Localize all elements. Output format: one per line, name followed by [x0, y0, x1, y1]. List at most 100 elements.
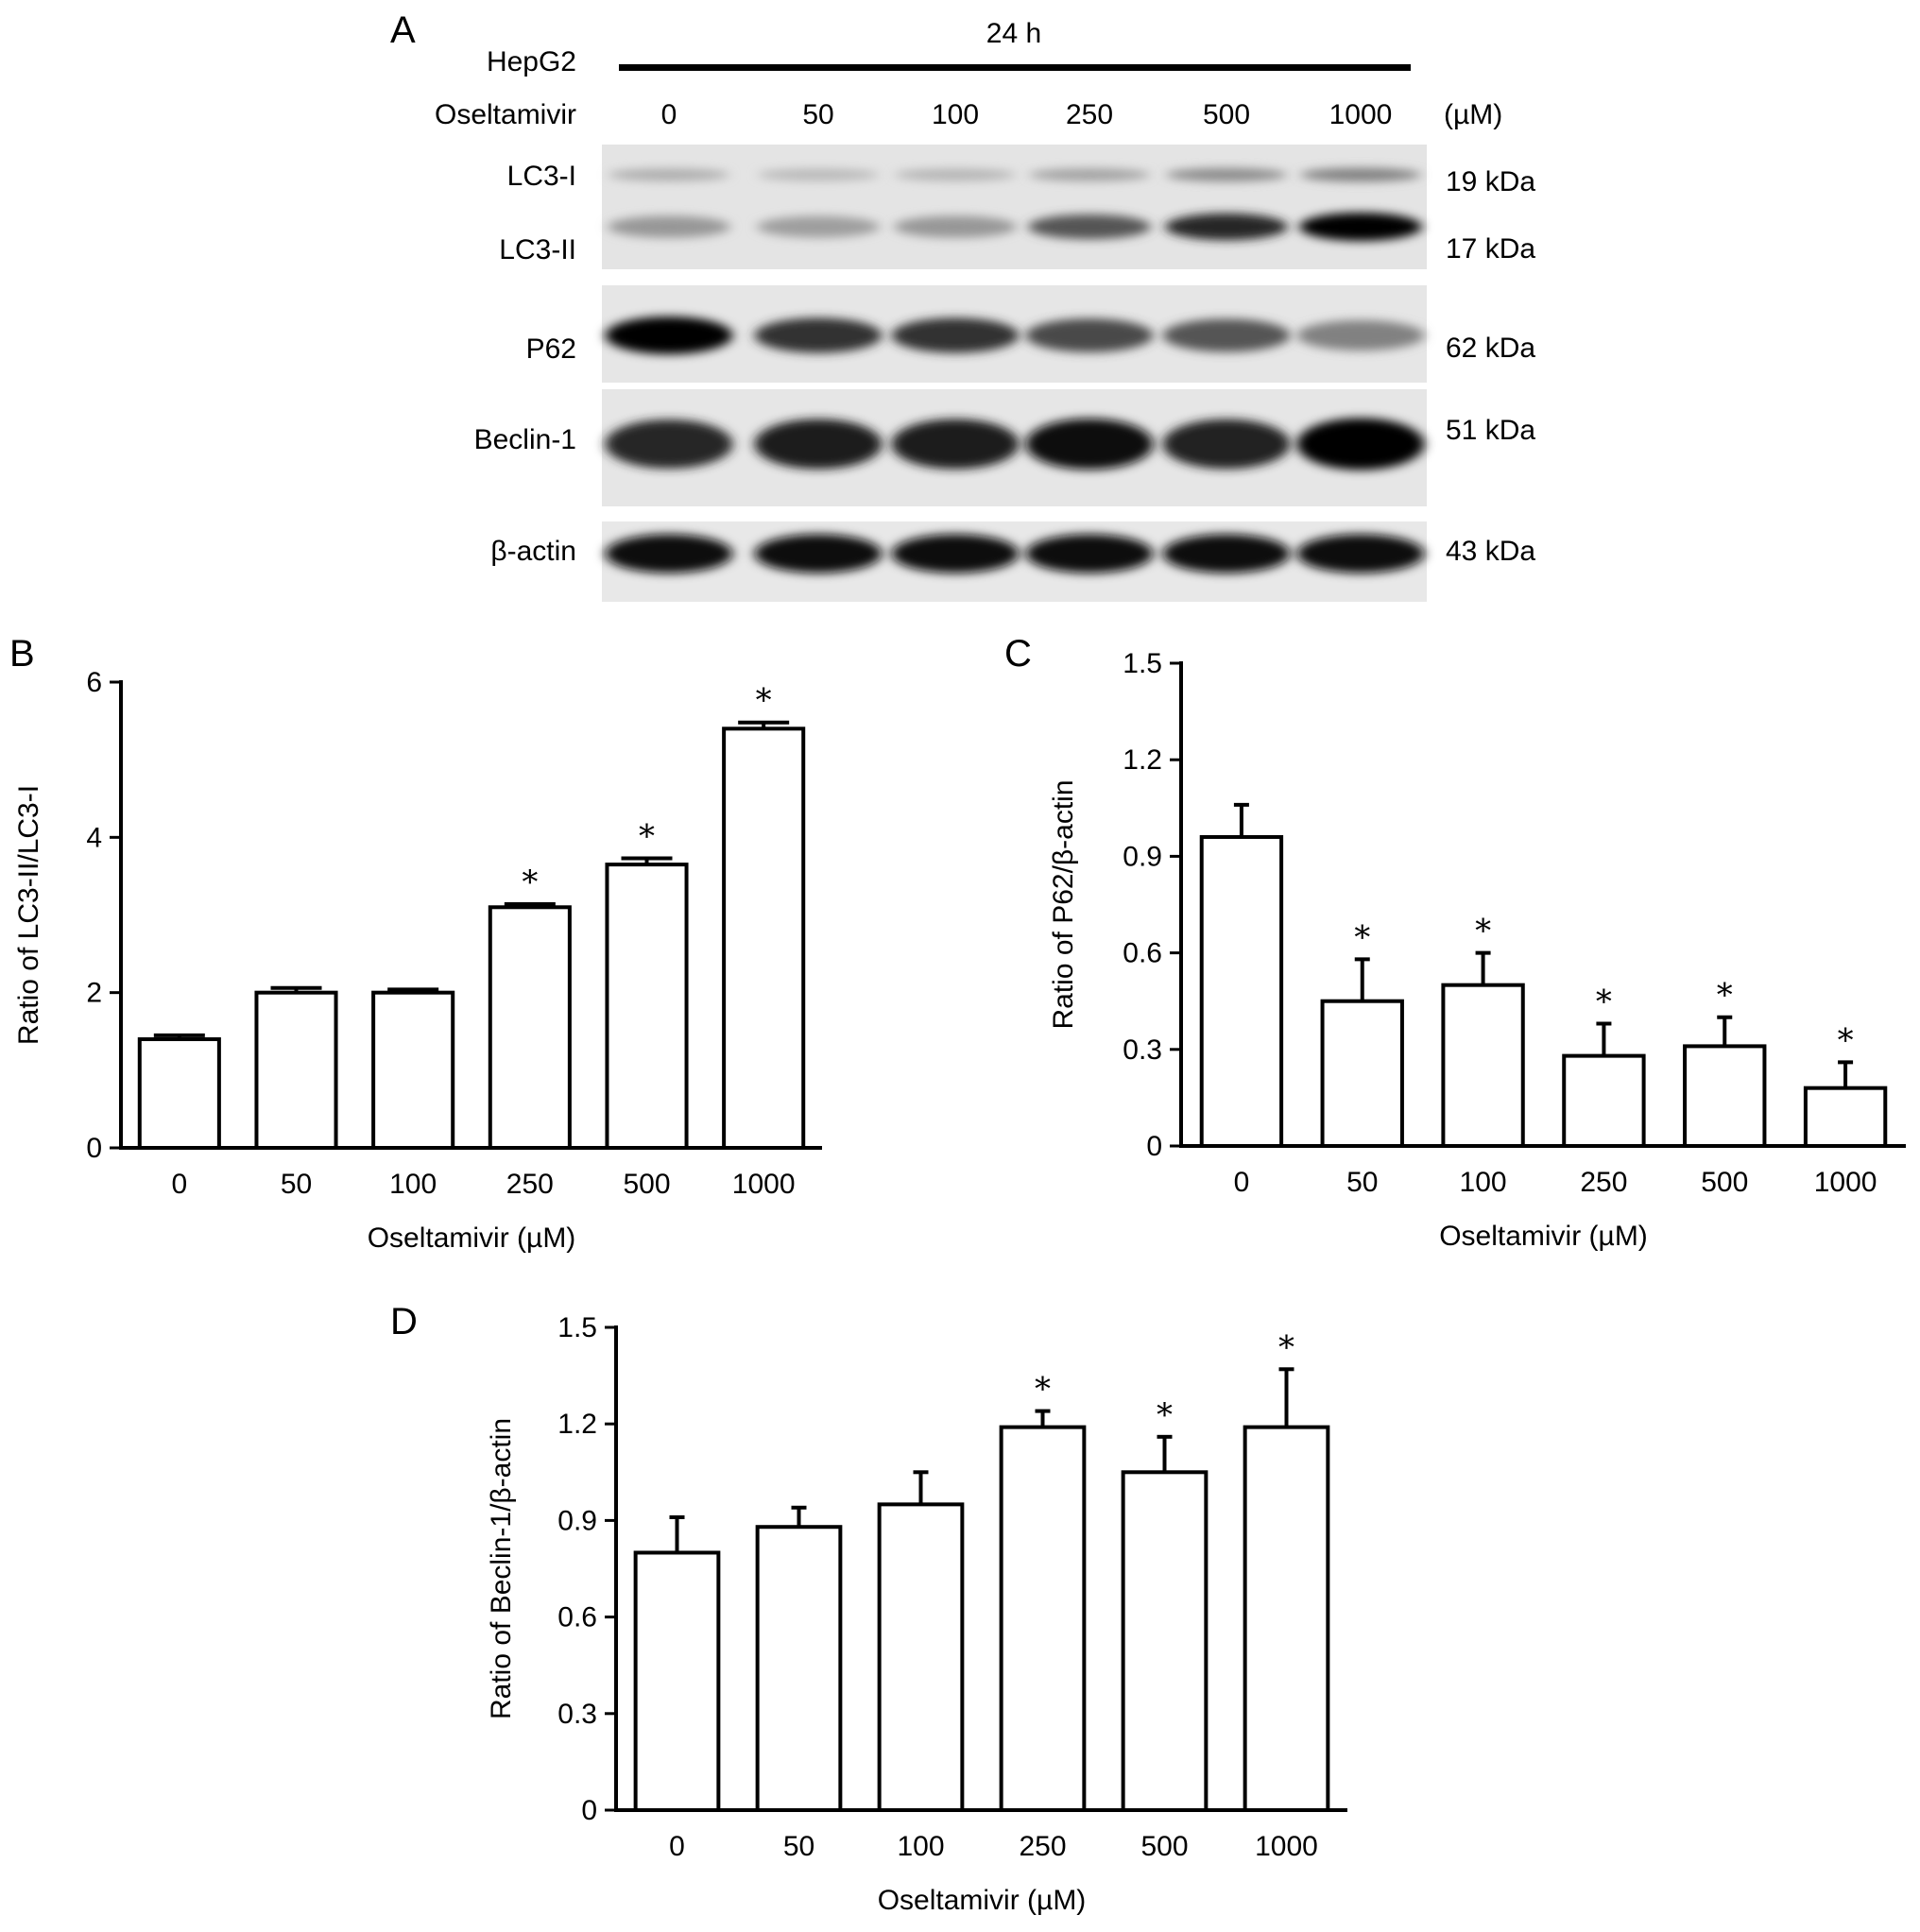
x-tick-label: 500 [623, 1169, 670, 1200]
blot-band [1296, 418, 1425, 470]
band-mw: 19 kDa [1446, 166, 1535, 197]
blot-band [1165, 213, 1288, 241]
blot-band [1162, 318, 1291, 352]
blot-band [1162, 419, 1291, 470]
x-tick-label: 0 [1234, 1167, 1250, 1198]
blot-band [1025, 318, 1154, 352]
x-tick-label: 500 [1701, 1167, 1748, 1198]
blot-band [891, 534, 1020, 573]
bar [755, 1525, 843, 1813]
blot-band [1162, 534, 1291, 573]
bar [254, 990, 338, 1150]
blot-strip-lc3 [602, 145, 1427, 269]
x-tick-label: 500 [1140, 1831, 1188, 1862]
band-label: LC3-I [507, 161, 576, 192]
panel-d-label: D [390, 1301, 418, 1342]
treatment-label: Oseltamivir [435, 99, 576, 130]
time-label: 24 h [986, 18, 1041, 49]
chart-d: 0 0.3 0.6 0.9 1.2 1.5 Ratio of Beclin-1/β-acti… [486, 1312, 1347, 1916]
y-tick-label: 1.5 [557, 1312, 597, 1343]
y-axis-label: Ratio of LC3-II/LC3-I [13, 785, 44, 1045]
blot-band [1025, 534, 1154, 573]
bar [722, 727, 806, 1150]
y-tick-label: 1.5 [1123, 648, 1162, 679]
significance-marker: * [1717, 977, 1733, 1015]
significance-marker: * [1157, 1396, 1173, 1434]
blot-band [1029, 168, 1150, 181]
y-tick-label: 2 [86, 978, 102, 1009]
concentration-label: 100 [932, 99, 979, 130]
bar [1243, 1425, 1330, 1813]
blot-band [1300, 167, 1421, 182]
x-tick-label: 50 [783, 1831, 814, 1862]
blot-band [758, 168, 879, 181]
bar [605, 863, 689, 1150]
bar [137, 1036, 221, 1151]
bar [1562, 1053, 1646, 1148]
y-tick-label: 4 [86, 822, 102, 853]
x-axis-label: Oseltamivir (µM) [368, 1222, 576, 1254]
y-axis-label: Ratio of P62/β-actin [1048, 779, 1079, 1029]
blot-band [1296, 534, 1425, 573]
x-tick-label: 100 [897, 1831, 944, 1862]
concentration-label: 1000 [1329, 99, 1393, 130]
band-label: P62 [526, 333, 576, 365]
blot-band [754, 317, 883, 353]
y-axis-label: Ratio of Beclin-1/β-actin [486, 1418, 517, 1719]
y-tick-label: 6 [86, 667, 102, 698]
x-tick-label: 1000 [1255, 1831, 1318, 1862]
x-tick-label: 100 [389, 1169, 437, 1200]
y-tick-label: 0 [1146, 1131, 1162, 1162]
panel-c: C 0 0.3 0.6 0.9 1.2 1.5 Ratio of P62/β-actin 0 *… [1004, 633, 1906, 1252]
panel-d: D 0 0.3 0.6 0.9 1.2 1.5 Ratio of Beclin-1/β-ac… [390, 1301, 1347, 1916]
bar [1683, 1044, 1767, 1148]
bar [633, 1550, 721, 1812]
blot-band [608, 215, 730, 238]
concentration-label: 250 [1066, 99, 1113, 130]
x-axis-label: Oseltamivir (µM) [1439, 1221, 1648, 1252]
y-tick-label: 0.6 [557, 1602, 597, 1633]
blot-band [1296, 319, 1425, 351]
significance-marker: * [522, 863, 538, 901]
blot-band [757, 215, 880, 238]
bar [1803, 1086, 1888, 1149]
blot-bands [605, 167, 1425, 573]
x-tick-label: 100 [1460, 1167, 1507, 1198]
y-tick-label: 0 [581, 1795, 597, 1826]
chart-c: 0 0.3 0.6 0.9 1.2 1.5 Ratio of P62/β-actin 0 * 50… [1048, 648, 1906, 1252]
bar [1441, 983, 1525, 1148]
blot-band [894, 215, 1017, 238]
blot-band [605, 316, 733, 354]
blot-band [1025, 418, 1154, 470]
panel-b-label: B [9, 633, 35, 675]
significance-marker: * [1035, 1371, 1051, 1409]
significance-marker: * [756, 682, 772, 720]
bar [488, 905, 572, 1150]
blot-band [609, 168, 729, 181]
blot-band [891, 419, 1020, 470]
band-label: β-actin [490, 536, 576, 567]
y-tick-label: 1.2 [557, 1409, 597, 1440]
x-tick-label: 50 [281, 1169, 312, 1200]
blot-band [605, 534, 733, 573]
treatment-duration-bar [619, 64, 1411, 71]
blot-band [754, 534, 883, 573]
y-tick-label: 0.9 [557, 1505, 597, 1536]
x-tick-label: 1000 [732, 1169, 796, 1200]
bar [1320, 999, 1404, 1148]
x-tick-label: 250 [506, 1169, 554, 1200]
bar [371, 990, 455, 1150]
significance-marker: * [1838, 1021, 1854, 1059]
bar [1199, 834, 1284, 1149]
bar [877, 1502, 965, 1813]
concentration-label: 500 [1203, 99, 1250, 130]
blot-band [605, 419, 733, 470]
blot-band [754, 419, 883, 470]
x-tick-label: 1000 [1814, 1167, 1877, 1198]
blot-band [1028, 214, 1151, 240]
concentration-labels: 0 50 100 250 500 1000 [661, 99, 1393, 130]
x-tick-label: 50 [1346, 1167, 1378, 1198]
y-tick-label: 0 [86, 1133, 102, 1164]
panel-b: B 0 2 4 6 Ratio of LC3-II/LC3-I 0 50 100 * 250 * 50… [9, 633, 822, 1254]
